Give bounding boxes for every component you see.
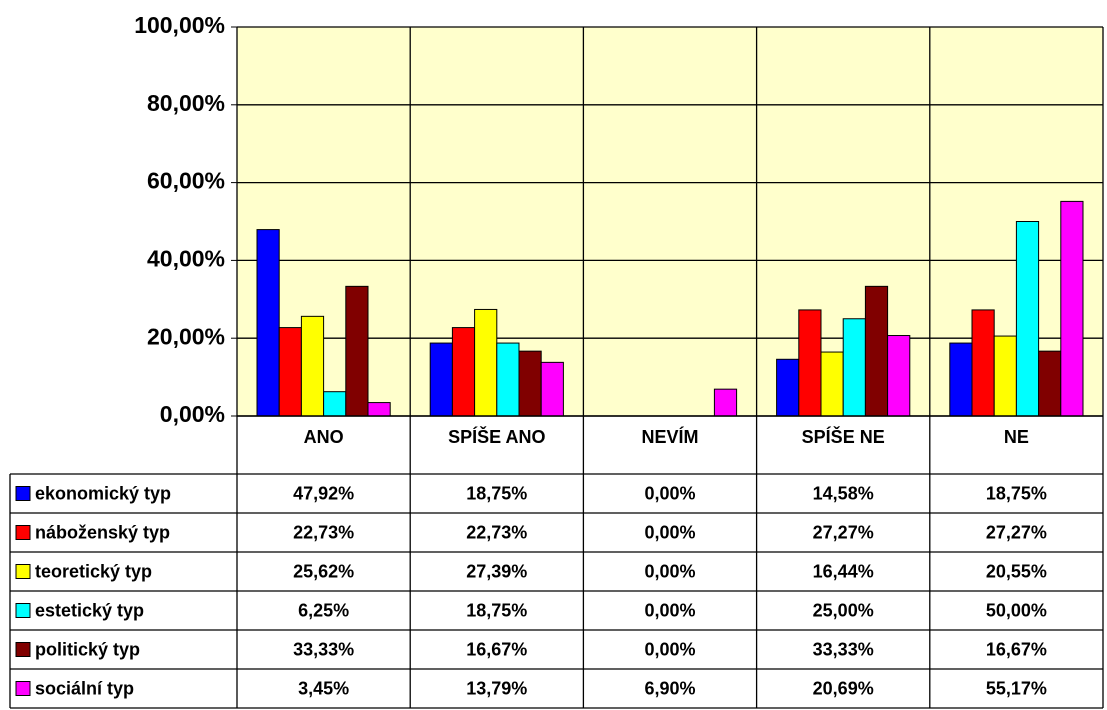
legend-key <box>15 642 31 657</box>
bar <box>323 391 347 417</box>
bar <box>713 388 738 417</box>
table-cell: 0,00% <box>644 483 695 503</box>
table-cell: 22,73% <box>293 522 354 542</box>
bar <box>820 351 844 417</box>
table-cell: 6,25% <box>298 600 349 620</box>
table-cell: 50,00% <box>986 600 1047 620</box>
bar <box>256 229 280 417</box>
bar <box>345 285 369 417</box>
legend-label: náboženský typ <box>35 522 170 542</box>
legend-key <box>15 603 31 618</box>
table-cell: 33,33% <box>293 639 354 659</box>
legend-key <box>15 486 31 501</box>
category-label: NEVÍM <box>641 426 698 447</box>
table-cell: 20,69% <box>813 678 874 698</box>
table-cell: 18,75% <box>986 483 1047 503</box>
category-label: NE <box>1004 427 1029 447</box>
bar <box>887 335 911 417</box>
y-tick-label: 40,00% <box>147 245 225 271</box>
legend-key <box>15 681 31 696</box>
bar <box>776 358 800 417</box>
bar <box>300 315 325 417</box>
table-cell: 27,39% <box>466 561 527 581</box>
table-cell: 3,45% <box>298 678 349 698</box>
bar <box>518 350 542 417</box>
table-cell: 47,92% <box>293 483 354 503</box>
bar <box>971 309 995 417</box>
table-cell: 27,27% <box>986 522 1047 542</box>
bar <box>842 318 866 417</box>
y-tick-label: 100,00% <box>134 12 225 38</box>
table-cell: 20,55% <box>986 561 1047 581</box>
legend-key <box>15 564 31 579</box>
legend-label: estetický typ <box>35 600 144 620</box>
legend-label: teoretický typ <box>35 561 152 581</box>
table-cell: 0,00% <box>644 522 695 542</box>
table-cell: 0,00% <box>644 639 695 659</box>
table-cell: 18,75% <box>466 600 527 620</box>
legend-label: sociální typ <box>35 678 134 698</box>
legend-key <box>15 525 31 540</box>
bar <box>1060 200 1084 417</box>
bar <box>864 285 889 417</box>
table-cell: 27,27% <box>813 522 874 542</box>
table-cell: 25,00% <box>813 600 874 620</box>
table-cell: 16,67% <box>986 639 1047 659</box>
legend-label: ekonomický typ <box>35 483 171 503</box>
bar <box>367 402 391 417</box>
y-tick-label: 80,00% <box>147 90 225 116</box>
bar <box>798 309 822 417</box>
table-cell: 14,58% <box>813 483 874 503</box>
y-tick-label: 0,00% <box>160 401 225 427</box>
bar <box>474 308 498 417</box>
table-cell: 13,79% <box>466 678 527 698</box>
table-cell: 16,44% <box>813 561 874 581</box>
bar <box>429 342 453 417</box>
bar <box>451 327 476 417</box>
table-cell: 25,62% <box>293 561 354 581</box>
bar <box>1038 350 1062 417</box>
y-tick-label: 20,00% <box>147 323 225 349</box>
bar <box>540 361 564 417</box>
table-cell: 33,33% <box>813 639 874 659</box>
table-cell: 0,00% <box>644 600 695 620</box>
category-label: ANO <box>304 427 344 447</box>
y-tick-label: 60,00% <box>147 168 225 194</box>
bar <box>1015 221 1040 417</box>
bar <box>278 327 302 417</box>
category-label: SPÍŠE NE <box>802 426 885 447</box>
table-cell: 22,73% <box>466 522 527 542</box>
category-label: SPÍŠE ANO <box>448 426 545 447</box>
table-cell: 6,90% <box>644 678 695 698</box>
bar <box>993 335 1017 417</box>
bar <box>949 342 973 417</box>
table-cell: 55,17% <box>986 678 1047 698</box>
table-cell: 0,00% <box>644 561 695 581</box>
legend-label: politický typ <box>35 639 140 659</box>
table-cell: 18,75% <box>466 483 527 503</box>
table-cell: 16,67% <box>466 639 527 659</box>
bar <box>496 342 520 417</box>
